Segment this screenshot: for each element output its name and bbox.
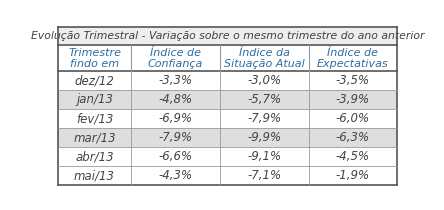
Bar [220,128,309,147]
Bar [58,90,131,109]
Text: -1,9%: -1,9% [336,169,370,182]
Bar [309,71,397,90]
Bar [58,166,131,185]
Text: -6,9%: -6,9% [159,112,192,125]
Text: Índice de
Confiança: Índice de Confiança [148,47,203,69]
Text: Trimestre
findo em: Trimestre findo em [68,47,121,69]
Bar [58,128,131,147]
Bar [220,147,309,166]
Text: fev/13: fev/13 [76,112,113,125]
Bar [220,71,309,90]
Bar [131,71,220,90]
Bar [131,147,220,166]
Text: -3,0%: -3,0% [247,74,281,87]
Text: -7,1%: -7,1% [247,169,281,182]
Text: jan/13: jan/13 [76,93,113,106]
Text: dez/12: dez/12 [75,74,115,87]
Bar [131,109,220,128]
Text: -3,9%: -3,9% [336,93,370,106]
Bar [309,147,397,166]
Bar [58,45,131,71]
Text: -5,7%: -5,7% [247,93,281,106]
Bar [309,166,397,185]
Text: -6,3%: -6,3% [336,131,370,144]
Text: -3,3%: -3,3% [159,74,192,87]
Text: -6,0%: -6,0% [336,112,370,125]
Text: mai/13: mai/13 [74,169,115,182]
Bar [58,147,131,166]
Bar [58,71,131,90]
Text: -9,1%: -9,1% [247,150,281,163]
Bar [131,166,220,185]
Bar [220,90,309,109]
Bar [58,109,131,128]
Text: -7,9%: -7,9% [159,131,192,144]
Bar [220,45,309,71]
Text: -7,9%: -7,9% [247,112,281,125]
Text: Índice da
Situação Atual: Índice da Situação Atual [224,47,305,69]
Text: Índice de
Expectativas: Índice de Expectativas [317,47,388,69]
Text: -4,5%: -4,5% [336,150,370,163]
Bar [131,128,220,147]
Bar [220,109,309,128]
Bar [309,128,397,147]
Bar [309,45,397,71]
Text: -4,3%: -4,3% [159,169,192,182]
Bar [131,45,220,71]
Text: abr/13: abr/13 [75,150,114,163]
Bar [309,90,397,109]
Bar [309,109,397,128]
Text: Evolução Trimestral - Variação sobre o mesmo trimestre do ano anterior: Evolução Trimestral - Variação sobre o m… [31,31,424,41]
Text: -6,6%: -6,6% [159,150,192,163]
Text: -9,9%: -9,9% [247,131,281,144]
Bar [131,90,220,109]
Bar [58,27,397,45]
Text: mar/13: mar/13 [73,131,116,144]
Text: -3,5%: -3,5% [336,74,370,87]
Text: -4,8%: -4,8% [159,93,192,106]
Bar [220,166,309,185]
